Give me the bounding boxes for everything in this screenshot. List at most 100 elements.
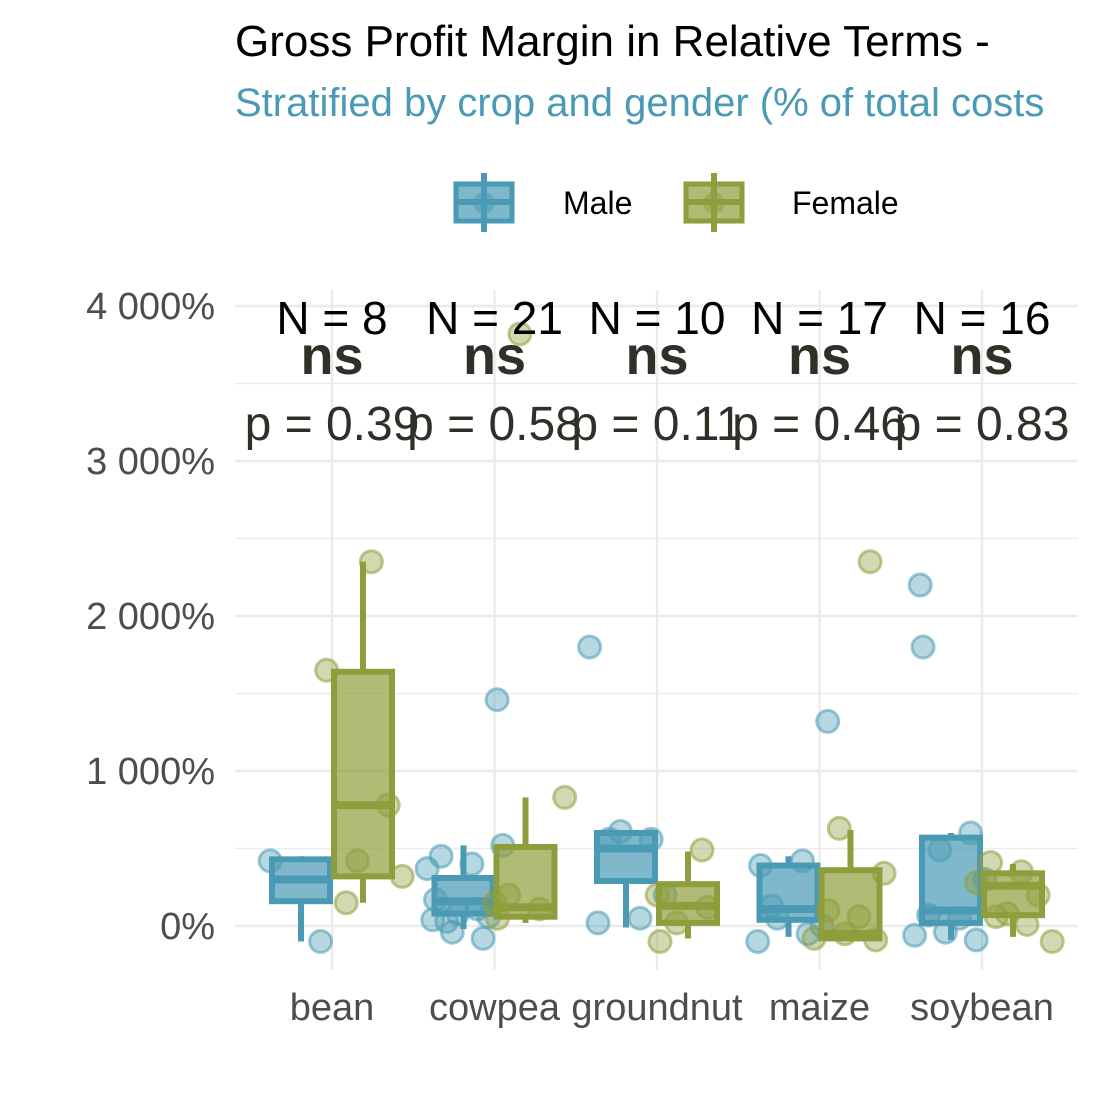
plot-marks bbox=[257, 321, 1065, 954]
p-value-label: p = 0.39 bbox=[245, 398, 420, 451]
x-tick-label: bean bbox=[290, 987, 375, 1029]
data-point bbox=[932, 919, 958, 945]
data-point bbox=[910, 634, 936, 660]
legend-label: Male bbox=[563, 185, 632, 221]
data-point bbox=[644, 882, 670, 908]
data-point bbox=[963, 927, 989, 953]
data-point bbox=[815, 708, 841, 734]
data-point bbox=[1008, 859, 1034, 885]
data-point bbox=[375, 792, 401, 818]
significance-label: ns bbox=[788, 326, 851, 386]
data-point bbox=[596, 826, 622, 852]
data-point bbox=[344, 848, 370, 874]
data-point bbox=[439, 919, 465, 945]
data-point bbox=[748, 853, 773, 879]
x-tick-label: groundnut bbox=[571, 987, 743, 1029]
data-point bbox=[832, 921, 858, 947]
p-value-label: p = 0.11 bbox=[571, 398, 742, 451]
data-point bbox=[759, 893, 785, 919]
p-value-label: p = 0.46 bbox=[732, 398, 907, 451]
data-point bbox=[638, 826, 664, 852]
series-female bbox=[314, 321, 1065, 954]
legend-label: Female bbox=[792, 185, 899, 221]
data-point bbox=[577, 634, 603, 660]
data-point bbox=[257, 848, 283, 874]
data-point bbox=[1025, 882, 1051, 908]
data-point bbox=[916, 902, 942, 928]
y-tick-label: 0% bbox=[160, 906, 215, 948]
data-point bbox=[958, 820, 984, 846]
x-axis: bean cowpea groundnut maize soybean bbox=[290, 987, 1054, 1029]
x-tick-label: maize bbox=[769, 987, 870, 1029]
data-point bbox=[423, 887, 448, 913]
data-point bbox=[907, 572, 933, 598]
significance-label: ns bbox=[950, 326, 1013, 386]
n-label: N = 10 bbox=[589, 292, 726, 344]
legend-key-point bbox=[703, 192, 725, 214]
data-point bbox=[863, 927, 889, 953]
data-point bbox=[314, 657, 340, 683]
box bbox=[818, 867, 883, 942]
data-point bbox=[790, 848, 815, 874]
data-point bbox=[745, 929, 771, 954]
data-point bbox=[333, 890, 359, 916]
data-point bbox=[927, 837, 953, 863]
y-tick-label: 2 000% bbox=[86, 596, 215, 638]
data-point bbox=[846, 904, 872, 930]
data-point bbox=[1039, 929, 1065, 954]
legend: Male Female bbox=[453, 173, 899, 232]
data-point bbox=[647, 929, 673, 954]
chart-title: Gross Profit Margin in Relative Terms - bbox=[235, 17, 990, 66]
data-point bbox=[470, 925, 496, 951]
n-label: N = 17 bbox=[751, 292, 888, 344]
legend-entry-female: Female bbox=[683, 173, 899, 232]
significance-label: ns bbox=[625, 326, 688, 386]
data-point bbox=[695, 894, 721, 920]
n-label: N = 8 bbox=[276, 292, 387, 344]
data-point bbox=[507, 321, 533, 347]
x-tick-label: cowpea bbox=[429, 987, 561, 1029]
significance-label: ns bbox=[463, 326, 526, 386]
series-male bbox=[257, 572, 998, 954]
data-point bbox=[815, 898, 841, 923]
x-tick-label: soybean bbox=[910, 987, 1054, 1029]
box bbox=[981, 870, 1045, 919]
data-point bbox=[482, 890, 508, 916]
data-point bbox=[585, 910, 611, 936]
data-point bbox=[826, 815, 852, 841]
data-point bbox=[801, 925, 827, 951]
y-axis: 0% 1 000% 2 000% 3 000% 4 000% bbox=[86, 286, 215, 948]
data-point bbox=[871, 860, 897, 886]
data-point bbox=[983, 904, 1009, 930]
n-label: N = 16 bbox=[914, 292, 1051, 344]
data-point bbox=[664, 910, 690, 936]
significance-label: ns bbox=[300, 326, 363, 386]
p-value-label: p = 0.83 bbox=[895, 398, 1070, 451]
chart-subtitle: Stratified by crop and gender (% of tota… bbox=[235, 81, 1044, 125]
data-point bbox=[358, 549, 384, 575]
data-point bbox=[857, 549, 883, 575]
legend-entry-male: Male bbox=[453, 173, 632, 232]
data-point bbox=[308, 929, 334, 954]
data-point bbox=[389, 863, 415, 889]
data-point bbox=[964, 870, 990, 896]
y-tick-label: 1 000% bbox=[86, 751, 215, 793]
data-point bbox=[764, 905, 790, 931]
data-point bbox=[1014, 911, 1040, 937]
data-point bbox=[627, 905, 653, 931]
data-point bbox=[414, 856, 440, 882]
data-point bbox=[978, 849, 1004, 875]
box bbox=[331, 668, 395, 880]
y-tick-label: 3 000% bbox=[86, 441, 215, 483]
data-point bbox=[689, 837, 715, 863]
data-point bbox=[902, 922, 928, 948]
p-value-label: p = 0.58 bbox=[407, 398, 582, 451]
data-point bbox=[420, 907, 446, 933]
data-point bbox=[496, 882, 522, 908]
legend-key-point bbox=[473, 192, 495, 214]
data-point bbox=[552, 784, 578, 810]
data-point bbox=[459, 851, 485, 877]
y-tick-label: 4 000% bbox=[86, 286, 215, 328]
